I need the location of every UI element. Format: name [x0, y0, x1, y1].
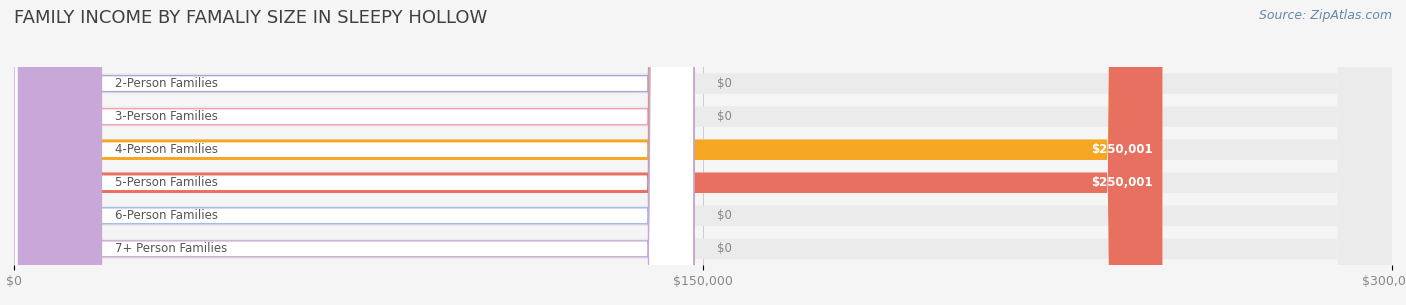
Circle shape [18, 0, 101, 305]
FancyBboxPatch shape [14, 0, 1163, 305]
FancyBboxPatch shape [14, 0, 1392, 305]
FancyBboxPatch shape [14, 0, 693, 305]
Text: 4-Person Families: 4-Person Families [115, 143, 218, 156]
Text: 7+ Person Families: 7+ Person Families [115, 242, 228, 255]
Text: 6-Person Families: 6-Person Families [115, 209, 218, 222]
FancyBboxPatch shape [14, 0, 1392, 305]
Circle shape [18, 0, 101, 305]
Circle shape [18, 0, 101, 305]
FancyBboxPatch shape [14, 0, 693, 305]
FancyBboxPatch shape [14, 0, 1392, 305]
FancyBboxPatch shape [14, 0, 693, 305]
Text: $0: $0 [717, 110, 731, 123]
FancyBboxPatch shape [14, 0, 1392, 305]
Text: $0: $0 [717, 242, 731, 255]
Text: $250,001: $250,001 [1091, 176, 1153, 189]
Circle shape [18, 0, 101, 305]
Circle shape [18, 0, 101, 305]
FancyBboxPatch shape [14, 0, 1392, 305]
Text: FAMILY INCOME BY FAMALIY SIZE IN SLEEPY HOLLOW: FAMILY INCOME BY FAMALIY SIZE IN SLEEPY … [14, 9, 488, 27]
Text: 5-Person Families: 5-Person Families [115, 176, 218, 189]
Text: $0: $0 [717, 77, 731, 90]
FancyBboxPatch shape [14, 0, 693, 305]
FancyBboxPatch shape [14, 0, 1163, 305]
Text: $0: $0 [717, 209, 731, 222]
Text: Source: ZipAtlas.com: Source: ZipAtlas.com [1258, 9, 1392, 22]
FancyBboxPatch shape [14, 0, 693, 305]
Circle shape [18, 0, 101, 305]
FancyBboxPatch shape [14, 0, 1392, 305]
Text: 2-Person Families: 2-Person Families [115, 77, 218, 90]
Text: $250,001: $250,001 [1091, 143, 1153, 156]
FancyBboxPatch shape [14, 0, 693, 305]
Text: 3-Person Families: 3-Person Families [115, 110, 218, 123]
